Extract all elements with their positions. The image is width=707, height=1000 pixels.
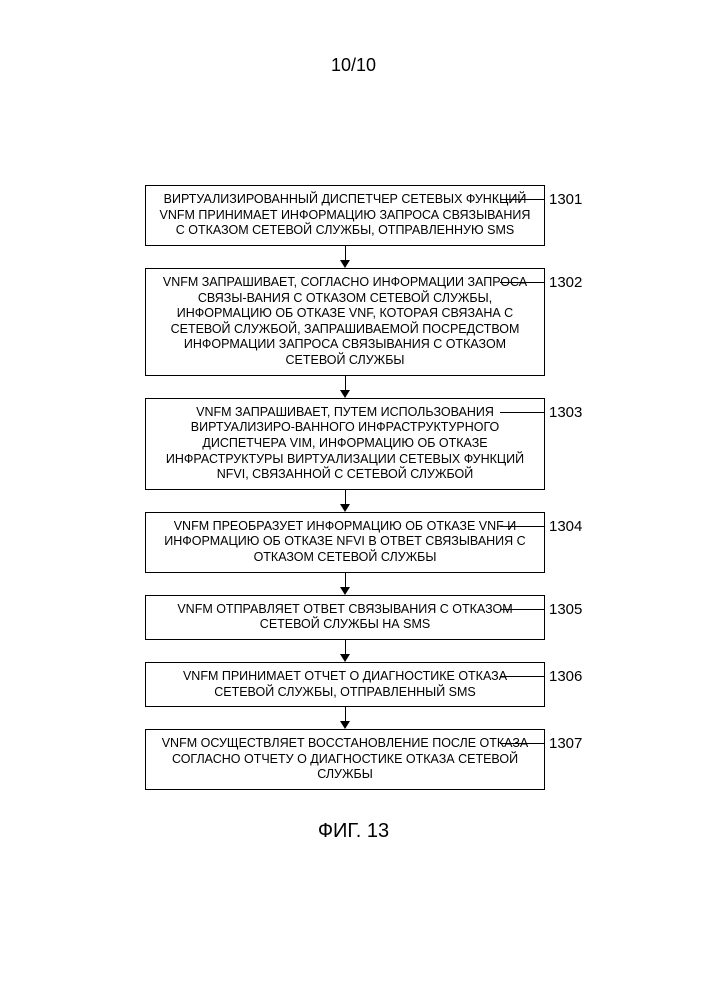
flow-step-box: VNFM ЗАПРАШИВАЕТ, ПУТЕМ ИСПОЛЬЗОВАНИЯ ВИ… xyxy=(145,398,545,490)
step-leader: 1307 xyxy=(500,735,582,752)
leader-line xyxy=(500,676,545,677)
step-leader: 1304 xyxy=(500,518,582,535)
arrow-down-icon xyxy=(340,640,350,662)
arrow-down-icon xyxy=(340,490,350,512)
leader-line xyxy=(500,199,545,200)
step-leader: 1301 xyxy=(500,191,582,208)
arrow-down-icon xyxy=(340,707,350,729)
step-id-label: 1307 xyxy=(545,735,582,752)
flow-step-box: VNFM ЗАПРАШИВАЕТ, СОГЛАСНО ИНФОРМАЦИИ ЗА… xyxy=(145,268,545,376)
leader-line xyxy=(500,526,545,527)
step-id-label: 1302 xyxy=(545,274,582,291)
leader-line xyxy=(500,609,545,610)
arrow-down-icon xyxy=(340,246,350,268)
step-id-label: 1303 xyxy=(545,404,582,421)
flow-step: VNFM ПРИНИМАЕТ ОТЧЕТ О ДИАГНОСТИКЕ ОТКАЗ… xyxy=(100,662,590,707)
figure-caption: ФИГ. 13 xyxy=(0,820,707,843)
step-leader: 1306 xyxy=(500,668,582,685)
flow-step: VNFM ЗАПРАШИВАЕТ, СОГЛАСНО ИНФОРМАЦИИ ЗА… xyxy=(100,268,590,376)
leader-line xyxy=(500,743,545,744)
step-leader: 1302 xyxy=(500,274,582,291)
flow-step: VNFM ЗАПРАШИВАЕТ, ПУТЕМ ИСПОЛЬЗОВАНИЯ ВИ… xyxy=(100,398,590,490)
leader-line xyxy=(500,412,545,413)
step-id-label: 1305 xyxy=(545,601,582,618)
page-number: 10/10 xyxy=(0,55,707,76)
step-id-label: 1304 xyxy=(545,518,582,535)
step-leader: 1303 xyxy=(500,404,582,421)
flow-step: VNFM ПРЕОБРАЗУЕТ ИНФОРМАЦИЮ ОБ ОТКАЗЕ VN… xyxy=(100,512,590,573)
step-id-label: 1306 xyxy=(545,668,582,685)
flow-step: ВИРТУАЛИЗИРОВАННЫЙ ДИСПЕТЧЕР СЕТЕВЫХ ФУН… xyxy=(100,185,590,246)
flow-step-box: VNFM ПРЕОБРАЗУЕТ ИНФОРМАЦИЮ ОБ ОТКАЗЕ VN… xyxy=(145,512,545,573)
flow-step: VNFM ОТПРАВЛЯЕТ ОТВЕТ СВЯЗЫВАНИЯ С ОТКАЗ… xyxy=(100,595,590,640)
flow-step-box: VNFM ПРИНИМАЕТ ОТЧЕТ О ДИАГНОСТИКЕ ОТКАЗ… xyxy=(145,662,545,707)
flow-step-box: VNFM ОСУЩЕСТВЛЯЕТ ВОССТАНОВЛЕНИЕ ПОСЛЕ О… xyxy=(145,729,545,790)
leader-line xyxy=(500,282,545,283)
step-leader: 1305 xyxy=(500,601,582,618)
flow-step: VNFM ОСУЩЕСТВЛЯЕТ ВОССТАНОВЛЕНИЕ ПОСЛЕ О… xyxy=(100,729,590,790)
flow-step-box: VNFM ОТПРАВЛЯЕТ ОТВЕТ СВЯЗЫВАНИЯ С ОТКАЗ… xyxy=(145,595,545,640)
arrow-down-icon xyxy=(340,573,350,595)
flow-step-box: ВИРТУАЛИЗИРОВАННЫЙ ДИСПЕТЧЕР СЕТЕВЫХ ФУН… xyxy=(145,185,545,246)
flowchart: ВИРТУАЛИЗИРОВАННЫЙ ДИСПЕТЧЕР СЕТЕВЫХ ФУН… xyxy=(100,185,590,790)
arrow-down-icon xyxy=(340,376,350,398)
page: 10/10 ВИРТУАЛИЗИРОВАННЫЙ ДИСПЕТЧЕР СЕТЕВ… xyxy=(0,0,707,1000)
step-id-label: 1301 xyxy=(545,191,582,208)
